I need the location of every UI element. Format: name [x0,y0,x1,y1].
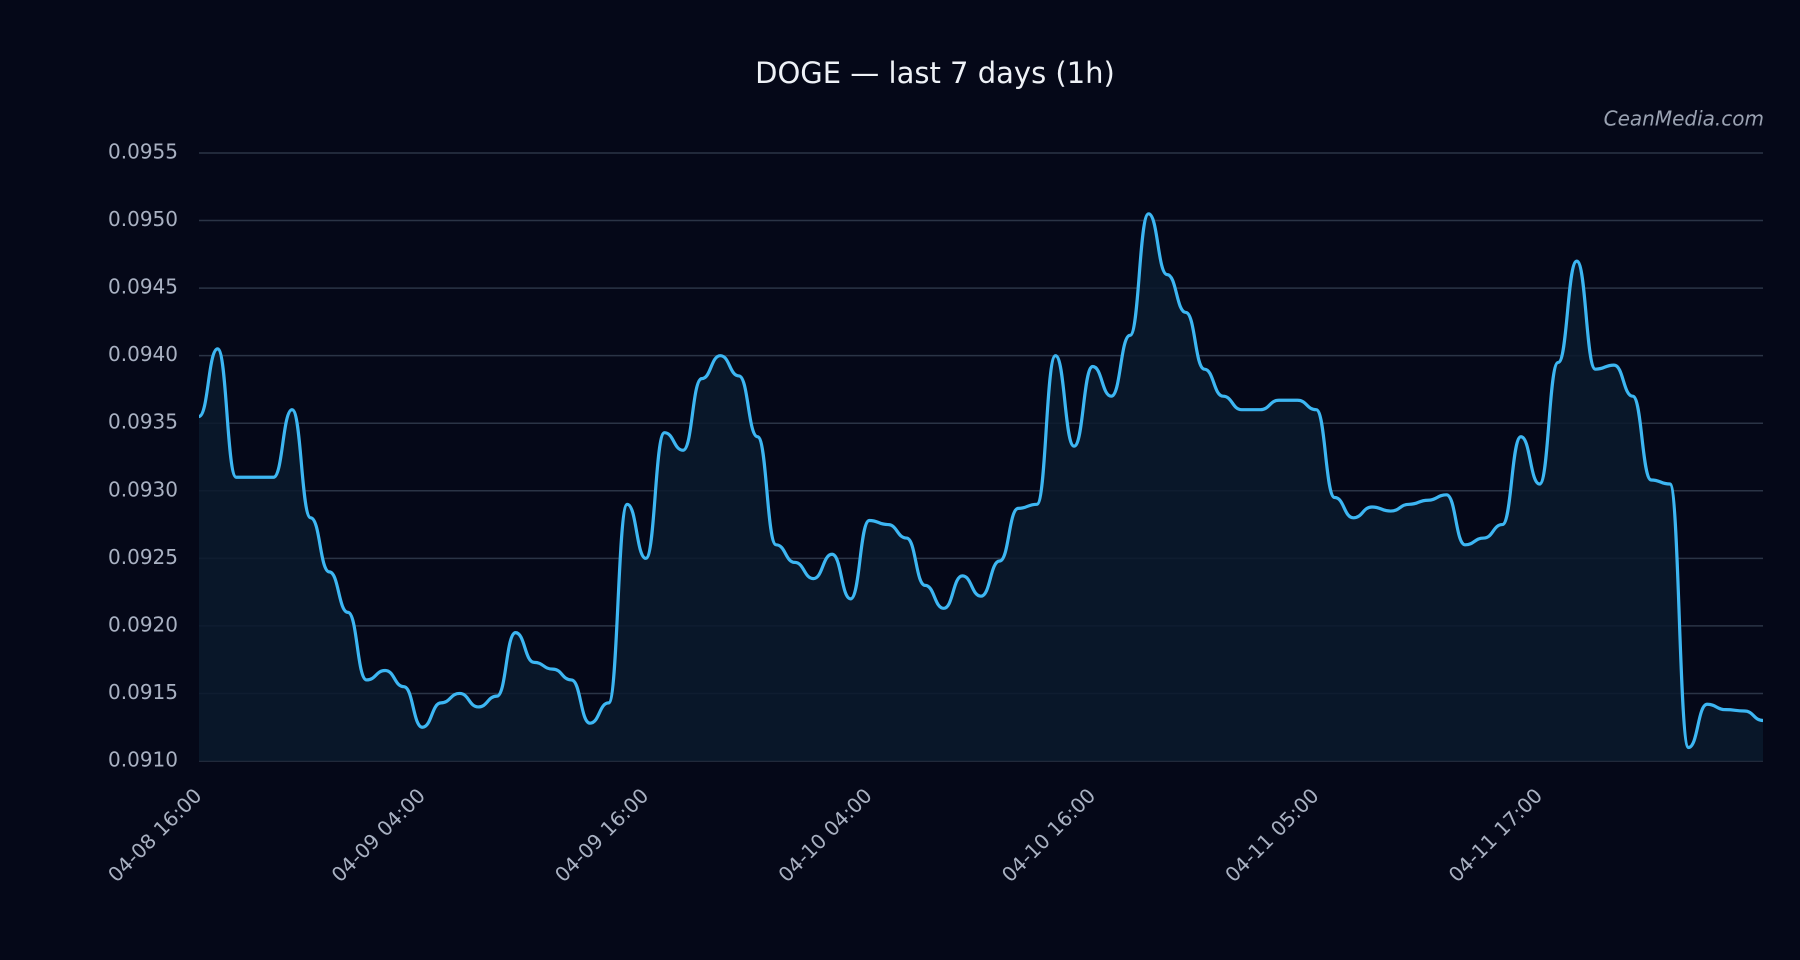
area [199,213,1763,762]
watermark: CeanMedia.com [1604,107,1764,131]
y-tick-label: 0.0950 [108,207,178,231]
y-tick-label: 0.0910 [108,748,178,772]
y-tick-label: 0.0955 [108,140,178,164]
y-tick-label: 0.0940 [108,342,178,366]
y-tick-label: 0.0920 [108,612,178,636]
y-tick-label: 0.0925 [108,545,178,569]
chart-title: DOGE — last 7 days (1h) [755,56,1115,90]
y-tick-label: 0.0935 [108,410,178,434]
y-tick-label: 0.0945 [108,275,178,299]
y-tick-label: 0.0915 [108,680,178,704]
y-tick-label: 0.0930 [108,477,178,501]
line [198,212,1764,750]
